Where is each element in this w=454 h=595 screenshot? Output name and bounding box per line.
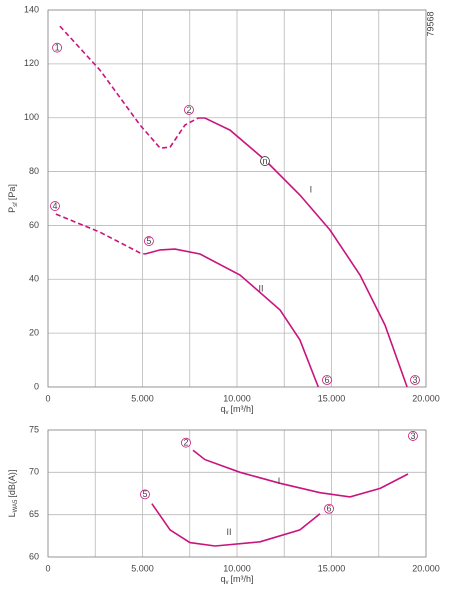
x-axis-label-unit: [m³/h] (231, 574, 254, 584)
x-tick-label: 0 (45, 393, 50, 403)
y-axis-label-main: L (7, 512, 17, 517)
point-marker-label: 6 (327, 504, 332, 514)
point-marker (322, 375, 332, 385)
point-marker-label: 4 (52, 201, 57, 211)
y-tick-label: 70 (29, 467, 39, 477)
curve (192, 449, 409, 498)
x-axis-label: qv [m³/h] (220, 404, 253, 415)
x-axis-label-sub: v (226, 580, 229, 586)
point-marker (410, 375, 420, 385)
point-marker-label: 2 (183, 438, 188, 448)
point-marker (408, 431, 418, 441)
x-tick-label: 20.000 (412, 393, 440, 403)
y-tick-label: 80 (29, 166, 39, 176)
x-tick-label: 15.000 (318, 563, 346, 573)
y-tick-label: 75 (29, 424, 39, 434)
x-axis-label-unit: [m³/h] (231, 404, 254, 414)
y-axis-label-main: P (7, 207, 17, 213)
curve (198, 117, 408, 388)
point-marker (181, 437, 191, 448)
point-marker (260, 156, 270, 166)
plot-frame (47, 429, 427, 558)
y-tick-label: 40 (29, 274, 39, 284)
y-axis-label-unit: [dB(A)] (7, 470, 17, 498)
curve-label: II (258, 283, 263, 293)
point-marker (50, 201, 60, 211)
y-axis-label-sub: WA5 (13, 499, 19, 512)
point-marker-label: 3 (410, 431, 415, 441)
y-tick-label: 100 (24, 112, 39, 122)
point-marker (184, 105, 194, 115)
x-tick-label: 20.000 (412, 563, 440, 573)
y-tick-label: 0 (34, 381, 39, 391)
y-tick-label: 60 (29, 551, 39, 561)
curve-label: II (227, 527, 232, 537)
y-tick-label: 120 (24, 58, 39, 68)
x-axis-label-main: q (220, 404, 225, 414)
point-marker-label: 3 (413, 375, 418, 385)
figure-number: 79568 (425, 11, 435, 36)
point-marker-label: n (262, 156, 267, 166)
x-tick-label: 5.000 (131, 563, 154, 573)
plot-frame (47, 9, 427, 388)
point-marker-label: 5 (142, 489, 147, 499)
point-marker-label: 5 (146, 236, 151, 246)
y-tick-label: 65 (29, 509, 39, 519)
y-axis-label: LWA5[dB(A)] (7, 470, 18, 518)
point-marker-label: 6 (324, 375, 329, 385)
y-axis-label-unit: [Pa] (7, 184, 17, 200)
x-tick-label: 10.000 (223, 393, 251, 403)
curve (151, 503, 321, 547)
x-tick-label: 0 (45, 563, 50, 573)
y-tick-label: 140 (24, 4, 39, 14)
curve (144, 248, 320, 388)
x-axis-label-sub: v (226, 410, 229, 416)
point-marker (324, 503, 334, 514)
x-axis-label-main: q (220, 574, 225, 584)
x-axis-label: qv [m³/h] (220, 574, 253, 585)
point-marker (140, 489, 150, 500)
y-tick-label: 60 (29, 220, 39, 230)
y-tick-label: 20 (29, 328, 39, 338)
curve-label: I (278, 476, 281, 486)
curve (55, 213, 146, 255)
curve (59, 25, 199, 149)
point-marker-label: 2 (186, 105, 191, 115)
point-marker (52, 42, 62, 53)
x-tick-label: 5.000 (131, 393, 154, 403)
y-axis-label-sub: sf (13, 202, 19, 207)
x-tick-label: 15.000 (318, 393, 346, 403)
x-tick-label: 10.000 (223, 563, 251, 573)
curve-label: I (310, 184, 313, 194)
point-marker-label: 1 (55, 43, 60, 53)
point-marker (144, 236, 154, 246)
y-axis-label: Psf [Pa] (7, 184, 18, 213)
